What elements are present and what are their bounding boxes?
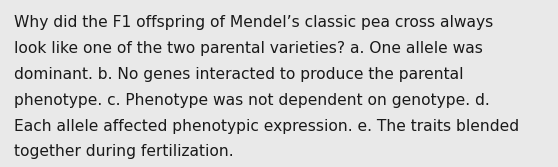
Text: Why did the F1 offspring of Mendel’s classic pea cross always: Why did the F1 offspring of Mendel’s cla…: [14, 15, 493, 30]
Text: look like one of the two parental varieties? a. One allele was: look like one of the two parental variet…: [14, 41, 483, 56]
Text: dominant. b. No genes interacted to produce the parental: dominant. b. No genes interacted to prod…: [14, 67, 464, 82]
Text: phenotype. c. Phenotype was not dependent on genotype. d.: phenotype. c. Phenotype was not dependen…: [14, 93, 490, 108]
Text: Each allele affected phenotypic expression. e. The traits blended: Each allele affected phenotypic expressi…: [14, 119, 519, 134]
Text: together during fertilization.: together during fertilization.: [14, 144, 234, 159]
